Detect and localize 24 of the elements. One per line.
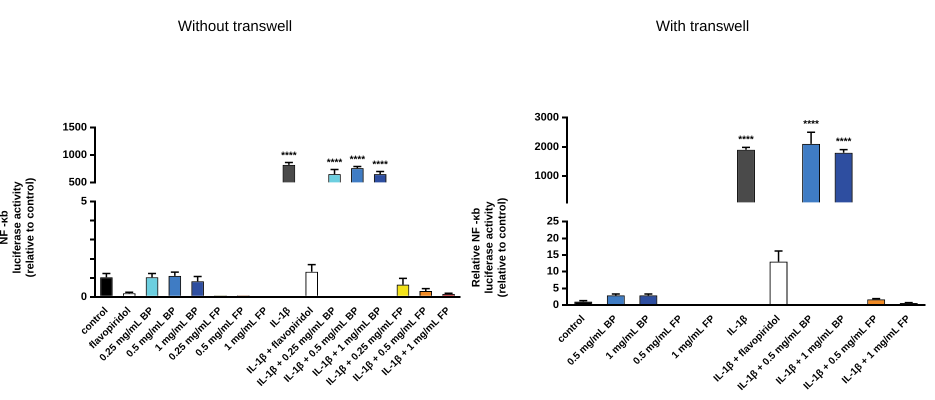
y-tick-label: 25 [546, 216, 559, 228]
y-tick-label: 1000 [534, 170, 559, 182]
annotation: **** [350, 154, 366, 166]
y-tick-label: 500 [68, 176, 87, 188]
annotation: **** [372, 159, 388, 170]
annotation: **** [281, 150, 297, 162]
y-tick-label: 10 [546, 266, 559, 278]
chart-title: With transwell [654, 18, 750, 35]
y-tick-label: 3000 [534, 112, 559, 124]
y-tick-label: 5 [552, 282, 559, 294]
y-tick-label: 1000 [62, 149, 87, 162]
y-tick-label: 0 [80, 290, 87, 303]
y-tick-label: 0 [552, 299, 559, 312]
chart-title: Without transwell [176, 18, 294, 35]
y-tick-label: 2000 [534, 140, 559, 153]
annotation: **** [803, 119, 819, 130]
y-tick-label: 1500 [62, 122, 87, 134]
y-tick-label: 15 [546, 248, 559, 261]
annotation: **** [836, 136, 852, 148]
y-tick-label: 5 [80, 196, 87, 208]
annotation: **** [738, 134, 754, 146]
y-tick-label: 20 [546, 232, 559, 244]
y-axis-title: Relative NF -κb luciferase activity (relative to control) [470, 197, 510, 297]
annotation: **** [326, 157, 342, 168]
